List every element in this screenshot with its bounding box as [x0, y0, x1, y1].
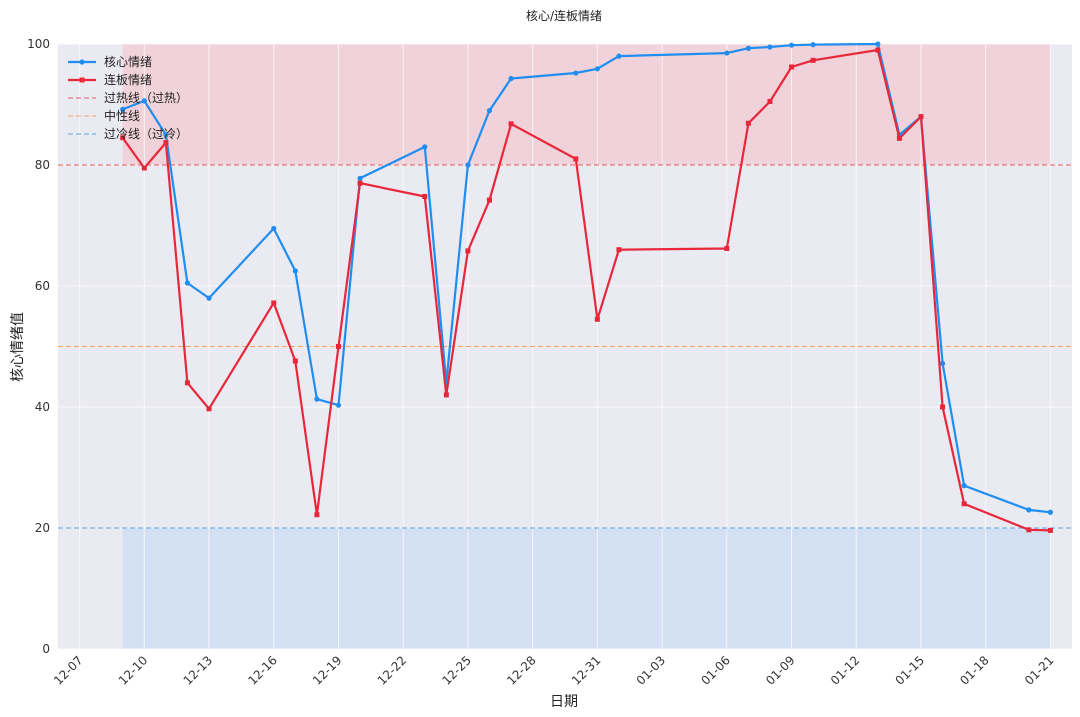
data-point [1047, 509, 1054, 515]
data-point [163, 132, 169, 138]
data-point [745, 120, 751, 126]
y-tick-label: 60 [35, 279, 50, 293]
legend-marker [79, 59, 85, 65]
legend-item-1: 连板情绪 [68, 72, 152, 87]
data-point [767, 44, 773, 50]
data-point [120, 106, 126, 112]
series-line-0 [122, 42, 1051, 514]
reference-lines [58, 164, 1072, 529]
legend-label: 核心情绪 [104, 55, 152, 69]
legend-item-4: 过冷线（过冷） [68, 127, 188, 141]
y-tick-label: 40 [35, 400, 50, 414]
data-point [789, 64, 795, 70]
data-point [314, 512, 320, 518]
data-point [918, 114, 924, 120]
data-point [486, 197, 492, 203]
x-axis-label: 日期 [550, 694, 578, 710]
data-point [875, 47, 881, 53]
data-point [292, 358, 298, 364]
data-point [508, 121, 514, 127]
data-point [745, 45, 751, 51]
data-point [961, 501, 967, 507]
legend-item-3: 中性线 [68, 108, 140, 123]
data-point [184, 380, 190, 386]
data-point [465, 248, 471, 254]
data-point [594, 66, 600, 72]
data-point [573, 70, 579, 76]
data-point [573, 156, 579, 162]
data-point [1026, 527, 1032, 533]
data-point [940, 404, 946, 410]
data-point [357, 180, 363, 186]
data-point [616, 247, 622, 253]
data-point [271, 300, 277, 306]
data-point [810, 42, 816, 48]
data-point [939, 360, 946, 367]
series-line-1 [121, 48, 1051, 532]
data-point [422, 193, 428, 199]
legend-label: 过冷线（过冷） [104, 127, 188, 141]
series-0 [120, 41, 1054, 515]
data-point [443, 392, 449, 398]
data-point [724, 245, 730, 251]
data-point [896, 135, 902, 141]
y-tick-label: 80 [35, 158, 50, 172]
data-point [314, 396, 320, 402]
data-point [875, 41, 881, 47]
data-point [724, 50, 730, 56]
series-1 [120, 47, 1053, 533]
data-point [767, 98, 773, 104]
data-point [271, 225, 277, 232]
data-point [120, 135, 126, 141]
data-point [465, 162, 471, 168]
legend-item-2: 过热线（过热） [68, 91, 188, 105]
series-layer [120, 41, 1054, 533]
data-point [335, 344, 341, 349]
data-point [616, 53, 622, 59]
y-tick-label: 0 [42, 642, 50, 656]
data-point [508, 75, 514, 82]
data-point [357, 175, 363, 181]
legend-label: 过热线（过热） [104, 91, 188, 105]
data-point [206, 295, 212, 301]
data-point [486, 107, 493, 114]
band-0 [122, 44, 1051, 165]
band-1 [122, 528, 1051, 649]
data-point [961, 483, 967, 489]
data-point [335, 402, 342, 408]
data-point [1047, 527, 1053, 533]
data-point [141, 165, 147, 171]
y-axis-label: 核心情绪值 [10, 312, 26, 382]
data-point [163, 140, 169, 146]
legend-label: 中性线 [104, 108, 140, 123]
legend-label: 连板情绪 [104, 72, 152, 87]
data-point [292, 268, 298, 274]
legend-item-0: 核心情绪 [68, 55, 152, 69]
data-point [810, 57, 816, 63]
y-tick-label: 100 [27, 37, 50, 51]
chart-title: 核心/连板情绪 [526, 8, 602, 23]
data-point [788, 42, 795, 48]
data-point [141, 98, 147, 104]
data-point [422, 144, 428, 150]
threshold-bands [122, 44, 1051, 649]
y-tick-label: 20 [35, 521, 50, 535]
y-axis-ticks: 0 20 40 60 80 100 [27, 37, 50, 656]
data-point [184, 280, 191, 286]
data-point [1026, 507, 1032, 513]
data-point [594, 316, 600, 322]
data-point [206, 406, 212, 412]
legend-marker [79, 77, 85, 83]
